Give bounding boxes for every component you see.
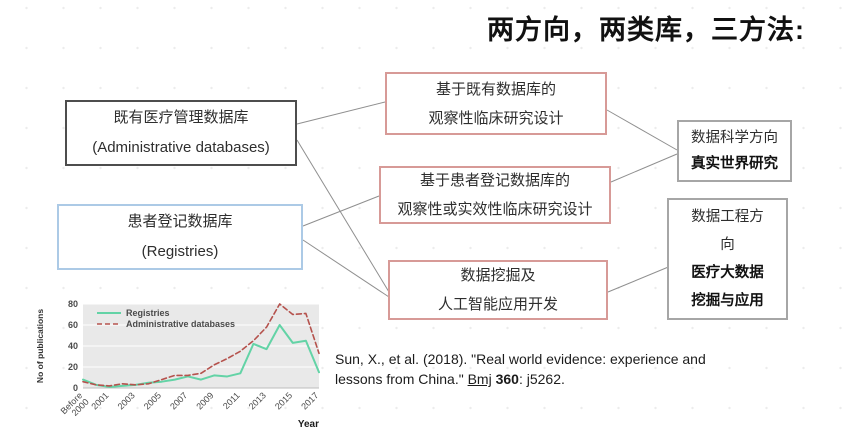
box-line: 数据挖掘及 bbox=[460, 267, 536, 284]
box-line: 数据科学方向 bbox=[691, 130, 778, 146]
svg-text:2005: 2005 bbox=[142, 390, 163, 411]
connector-mid3-right2 bbox=[607, 262, 679, 293]
svg-text:No of publications: No of publications bbox=[35, 309, 45, 383]
box-line: 真实世界研究 bbox=[691, 156, 778, 172]
connector-left2-mid3 bbox=[302, 239, 390, 298]
connector-mid2-right1 bbox=[610, 153, 678, 183]
svg-text:2003: 2003 bbox=[116, 390, 137, 411]
svg-text:Registries: Registries bbox=[126, 308, 170, 318]
box-data-mining-ai: 数据挖掘及 人工智能应用开发 bbox=[388, 260, 608, 320]
svg-text:2017: 2017 bbox=[299, 390, 320, 411]
svg-text:2007: 2007 bbox=[168, 390, 189, 411]
svg-text:0: 0 bbox=[73, 383, 78, 393]
svg-text:2015: 2015 bbox=[273, 390, 294, 411]
box-line: 观察性临床研究设计 bbox=[428, 109, 564, 127]
svg-text:Administrative databases: Administrative databases bbox=[126, 319, 235, 329]
box-line: 人工智能应用开发 bbox=[437, 296, 558, 313]
citation-volume: 360 bbox=[491, 371, 519, 388]
connector-mid1-right1 bbox=[606, 109, 678, 151]
connector-left1-mid3 bbox=[296, 139, 390, 293]
svg-text:Year: Year bbox=[298, 419, 319, 430]
svg-text:2009: 2009 bbox=[194, 390, 215, 411]
slide-title: 两方向，两类库，三方法: bbox=[487, 15, 805, 45]
box-line: 观察性或实效性临床研究设计 bbox=[397, 201, 593, 218]
citation-text: Sun, X., et al. (2018). "Real world evid… bbox=[335, 351, 706, 388]
box-line: (Administrative databases) bbox=[92, 139, 270, 156]
citation-pages: : j5262. bbox=[518, 371, 565, 388]
svg-text:2013: 2013 bbox=[247, 390, 268, 411]
box-line: 医疗大数据 bbox=[691, 265, 764, 281]
citation: Sun, X., et al. (2018). "Real world evid… bbox=[335, 349, 745, 390]
box-line: 基于患者登记数据库的 bbox=[419, 172, 570, 189]
svg-text:40: 40 bbox=[68, 341, 78, 351]
box-line: 基于既有数据库的 bbox=[435, 80, 556, 98]
box-line: 数据工程方向 bbox=[691, 209, 764, 253]
svg-text:2011: 2011 bbox=[221, 390, 242, 411]
box-registries: 患者登记数据库 (Registries) bbox=[57, 204, 303, 270]
box-line: 挖掘与应用 bbox=[691, 293, 764, 309]
box-administrative-databases: 既有医疗管理数据库 (Administrative databases) bbox=[65, 100, 297, 166]
box-observational-design-existing-db: 基于既有数据库的 观察性临床研究设计 bbox=[385, 72, 607, 135]
connector-left1-mid1 bbox=[296, 101, 386, 125]
box-line: 既有医疗管理数据库 bbox=[113, 109, 249, 126]
connector-left2-mid2 bbox=[302, 195, 380, 227]
box-line: (Registries) bbox=[141, 243, 219, 260]
box-data-science-direction: 数据科学方向 真实世界研究 bbox=[677, 120, 792, 182]
box-line: 患者登记数据库 bbox=[127, 213, 233, 230]
publications-chart: 0 20 40 60 80 No of publications Before2000 200… bbox=[33, 296, 325, 433]
svg-text:Before2000: Before2000 bbox=[59, 390, 91, 422]
svg-text:60: 60 bbox=[68, 320, 78, 330]
svg-text:20: 20 bbox=[68, 362, 78, 372]
svg-text:2001: 2001 bbox=[89, 390, 110, 411]
svg-text:80: 80 bbox=[68, 299, 78, 309]
box-observational-design-registry-db: 基于患者登记数据库的 观察性或实效性临床研究设计 bbox=[379, 166, 611, 224]
citation-journal: Bmj bbox=[467, 371, 492, 388]
box-data-engineering-direction: 数据工程方向 医疗大数据 挖掘与应用 bbox=[667, 198, 788, 320]
